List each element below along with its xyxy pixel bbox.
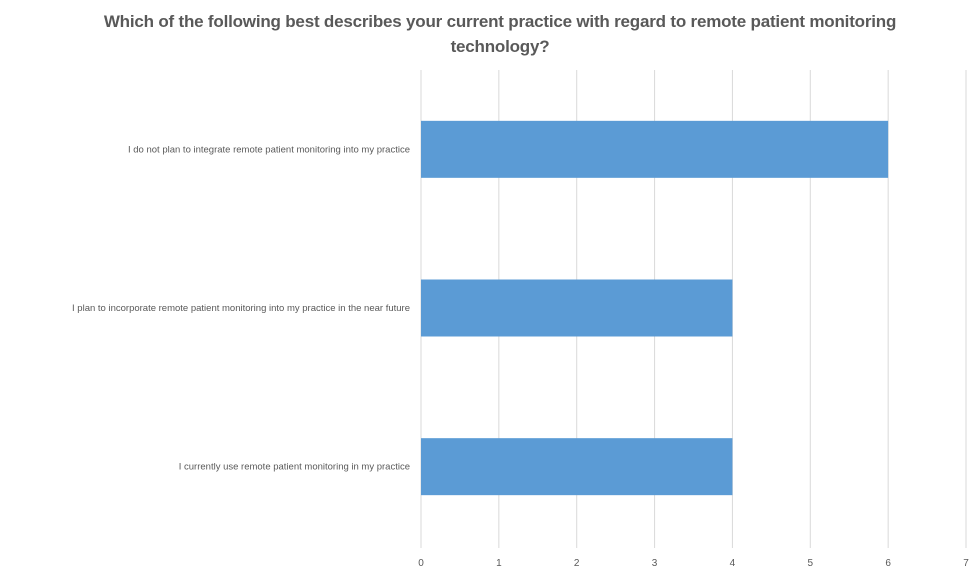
x-tick-label: 1 [496, 558, 502, 569]
x-tick-label: 2 [574, 558, 580, 569]
x-tick-label: 4 [730, 558, 736, 569]
category-label: I plan to incorporate remote patient mon… [72, 303, 410, 314]
x-tick-label: 5 [808, 558, 814, 569]
bar [421, 120, 889, 178]
category-label: I do not plan to integrate remote patien… [128, 144, 410, 155]
bar [421, 279, 733, 337]
x-tick-label: 6 [885, 558, 891, 569]
x-tick-label: 7 [963, 558, 969, 569]
category-label: I currently use remote patient monitorin… [179, 462, 410, 473]
bar [421, 438, 733, 496]
x-tick-label: 3 [652, 558, 658, 569]
x-tick-label: 0 [418, 558, 424, 569]
chart-title: Which of the following best describes yo… [103, 12, 897, 56]
